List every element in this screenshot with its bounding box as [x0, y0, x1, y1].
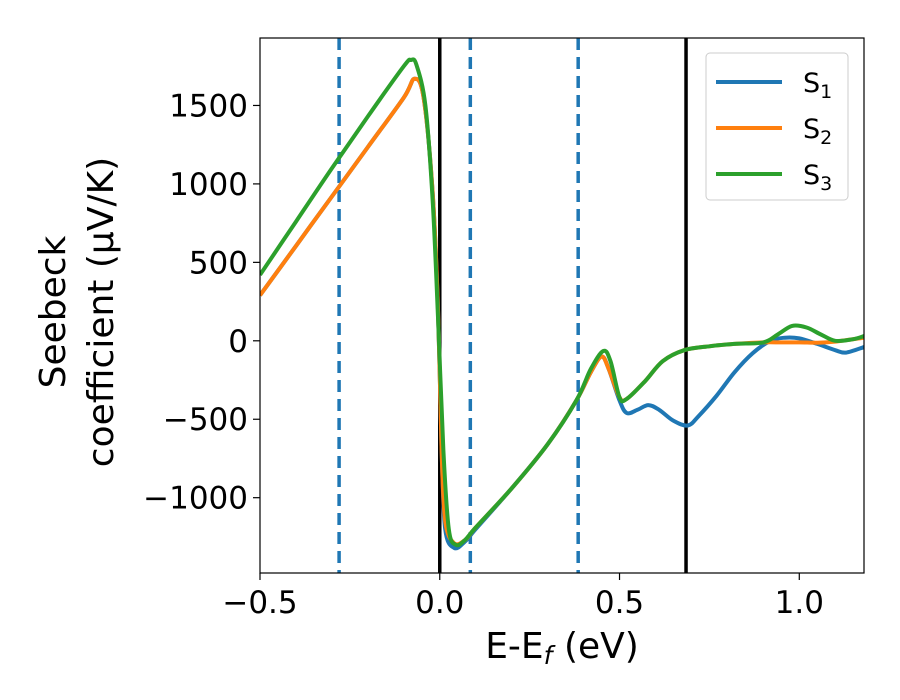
- x-axis-ticks: −0.5 0.0 0.5 1.0: [222, 573, 824, 621]
- y-tick-label: 1000: [169, 167, 248, 203]
- y-tick-label: −500: [163, 402, 248, 438]
- y-tick-label: 1500: [169, 88, 248, 124]
- x-tick-label: 1.0: [775, 585, 824, 621]
- y-axis-label-line2: coefficient (μV/K): [81, 157, 122, 467]
- x-tick-label: 0.0: [415, 585, 464, 621]
- series-line-s3: [260, 57, 864, 548]
- legend-label-s1: S1: [803, 68, 832, 103]
- plot-frame: [259, 37, 865, 574]
- y-axis-ticks: −1000 −500 0 500 1000 1500: [143, 88, 260, 517]
- series-group: [260, 57, 864, 551]
- y-axis-label-line1: Seebeck: [33, 235, 74, 388]
- legend-label-s2: S2: [803, 114, 832, 149]
- legend-label-s3: S3: [803, 160, 832, 195]
- x-axis-label-main: E-E: [485, 626, 543, 667]
- legend: S1 S2 S3: [705, 52, 849, 201]
- x-axis-label-unit: (eV): [564, 626, 639, 667]
- y-tick-label: −1000: [143, 481, 248, 517]
- y-tick-label: 0: [228, 324, 248, 360]
- y-tick-label: 500: [189, 245, 248, 281]
- x-axis-label: E-Ef (eV): [485, 626, 639, 670]
- x-tick-label: 0.5: [595, 585, 644, 621]
- x-tick-label: −0.5: [222, 585, 297, 621]
